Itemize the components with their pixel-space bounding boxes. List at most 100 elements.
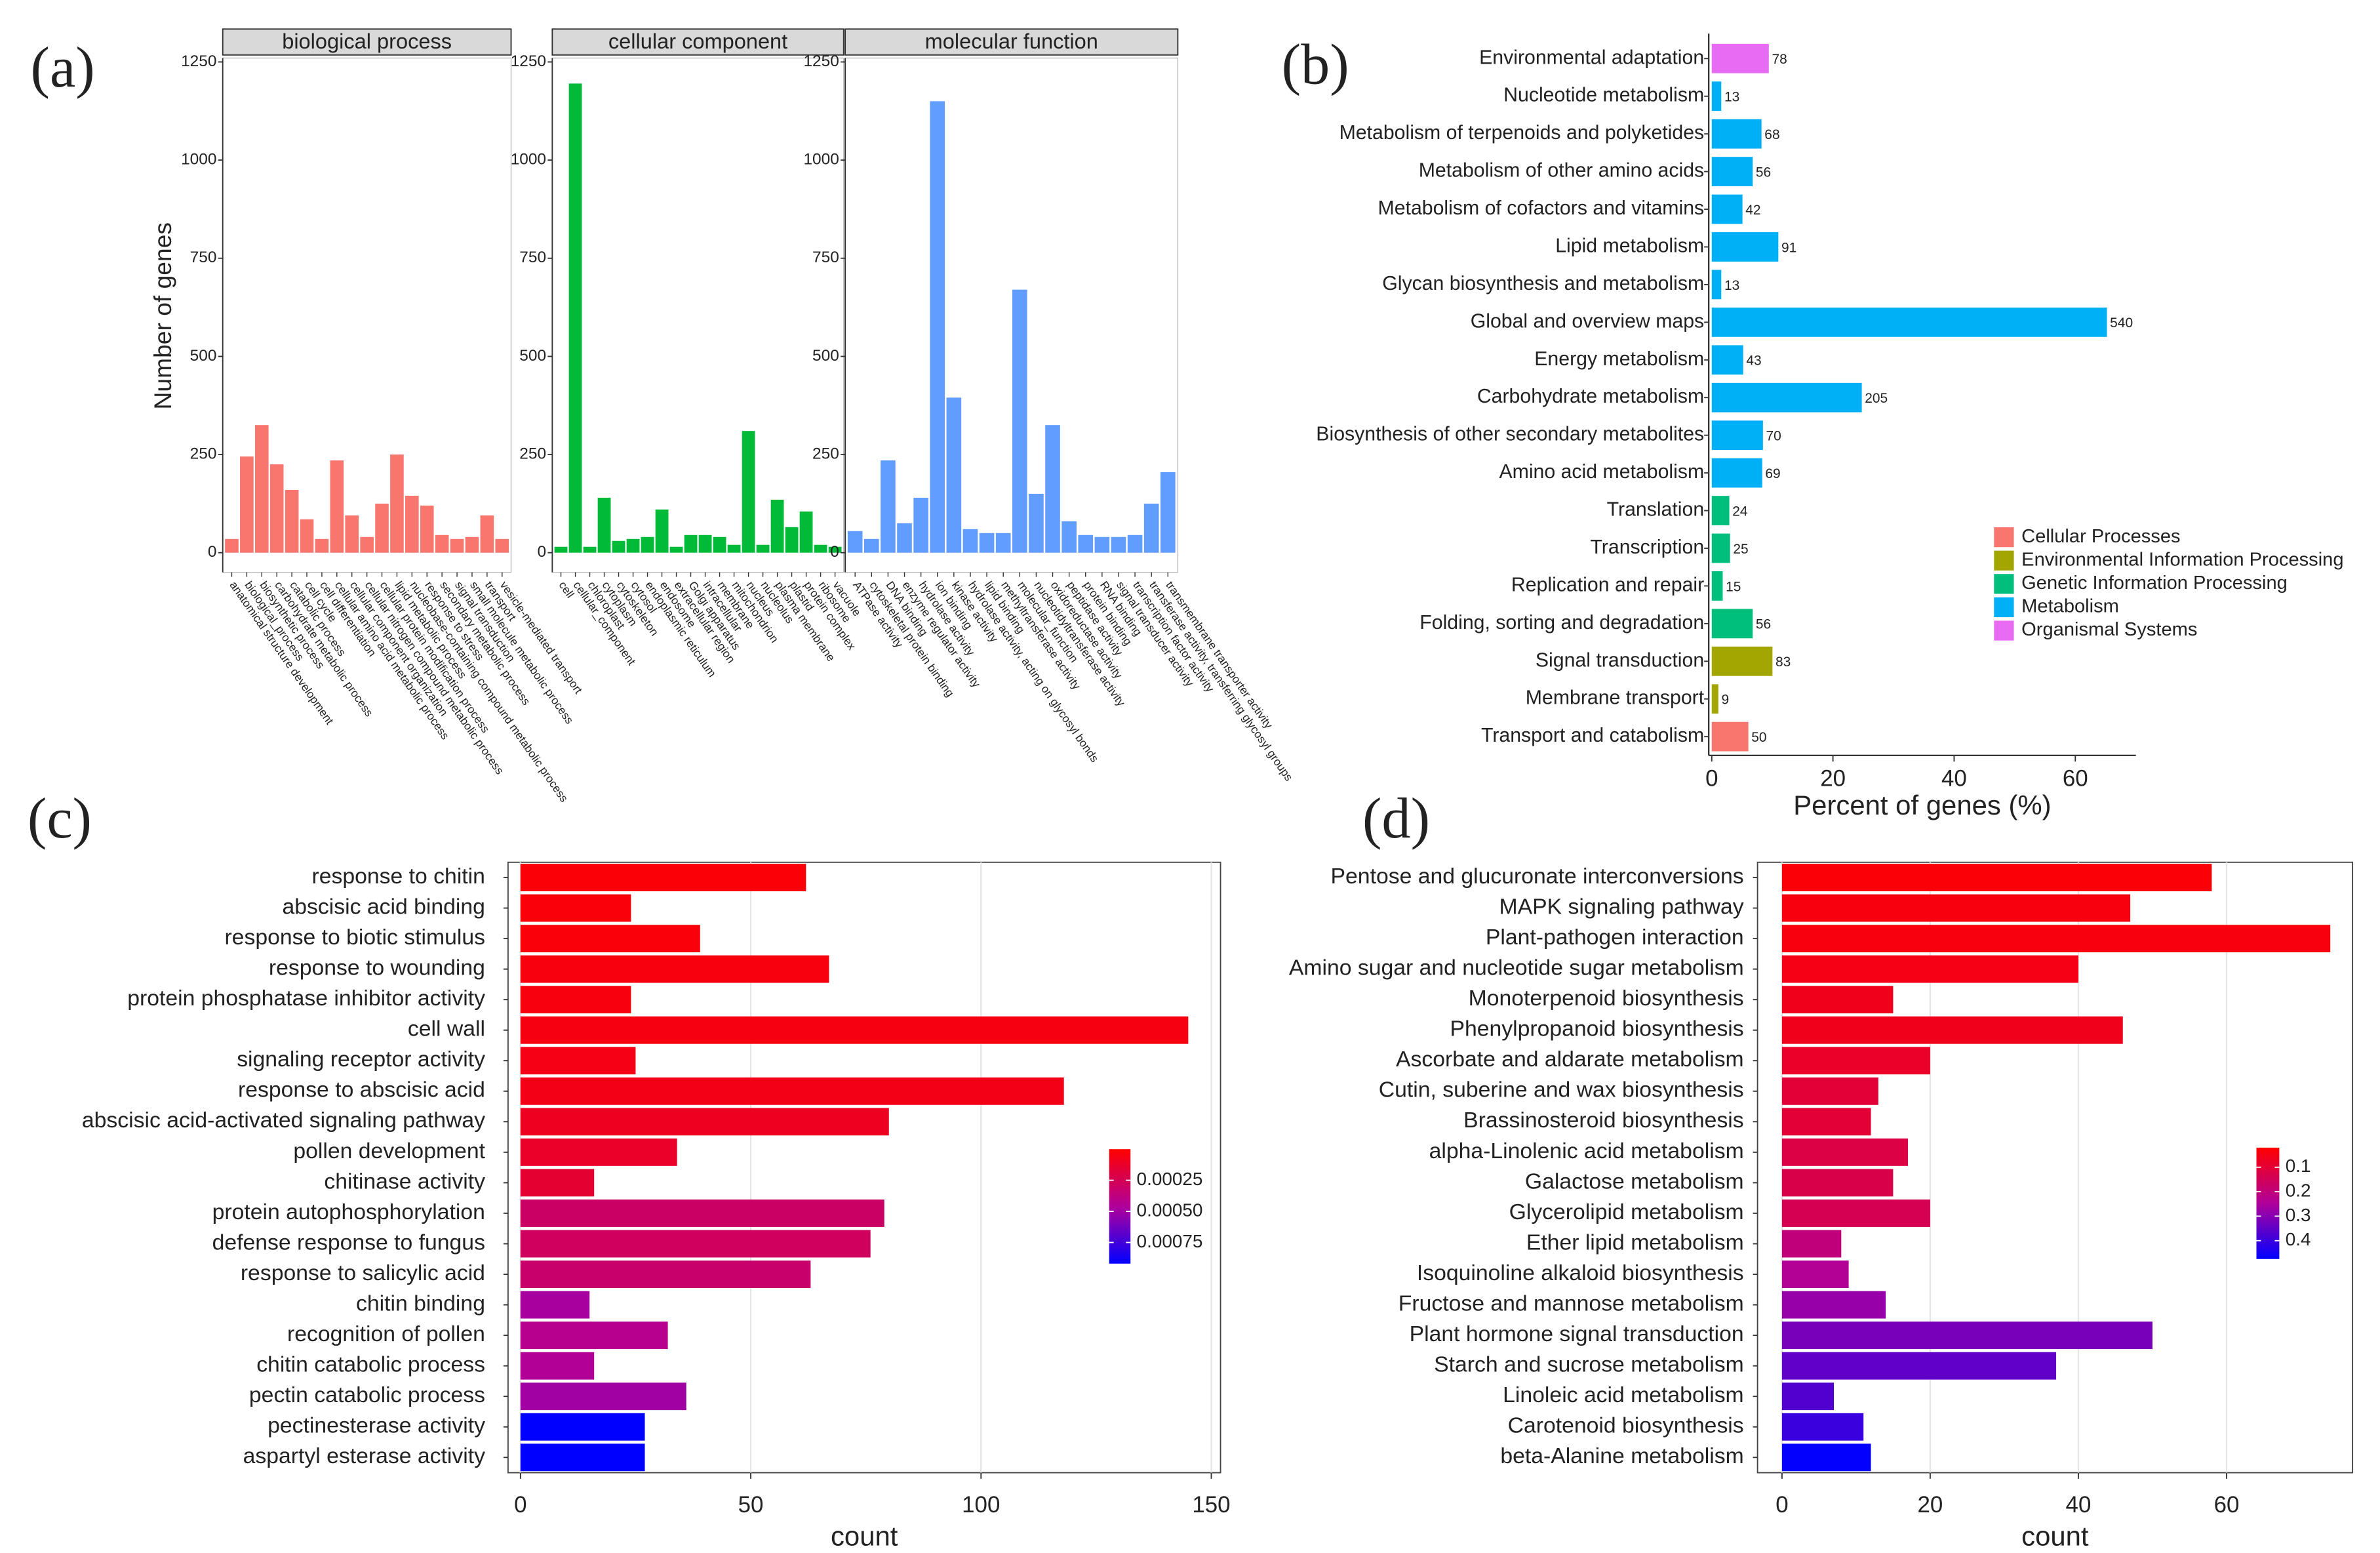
bar: [520, 1443, 645, 1472]
bar: [1781, 1016, 2123, 1044]
bar: [240, 456, 254, 553]
x-tick-label: 20: [1820, 765, 1846, 791]
bar: [520, 1169, 595, 1197]
category-label: Monoterpenoid biosynthesis: [1469, 986, 1744, 1011]
y-tick-label: 750: [812, 249, 839, 266]
category-label: Carotenoid biosynthesis: [1508, 1413, 1744, 1438]
bar: [1711, 684, 1718, 714]
bar: [930, 101, 945, 553]
category-label: response to abscisic acid: [238, 1078, 485, 1102]
category-label: beta-Alanine metabolism: [1500, 1443, 1743, 1468]
bar: [1045, 425, 1060, 553]
count-label: 56: [1756, 165, 1771, 180]
bar: [330, 460, 344, 553]
bar: [1711, 119, 1762, 149]
category-label: Energy metabolism: [1534, 348, 1704, 370]
y-tick-label: 1250: [181, 52, 216, 70]
legend-swatch: [1994, 597, 2014, 618]
bar: [1711, 382, 1862, 413]
category-label: signaling receptor activity: [237, 1047, 485, 1072]
bar: [520, 925, 700, 953]
x-tick-label: 100: [962, 1492, 1000, 1518]
count-label: 24: [1732, 504, 1748, 519]
category-label: recognition of pollen: [287, 1321, 485, 1346]
colorbar-label: 0.00050: [1137, 1200, 1203, 1220]
category-label: chitin binding: [356, 1291, 485, 1316]
bar: [962, 529, 978, 553]
count-label: 205: [1865, 391, 1888, 406]
category-label: Folding, sorting and degradation: [1419, 612, 1704, 634]
category-label: Cutin, suberine and wax biosynthesis: [1379, 1078, 1744, 1102]
count-label: 43: [1746, 353, 1761, 369]
category-label: chitin catabolic process: [256, 1352, 485, 1377]
bar: [1781, 1443, 1871, 1472]
bar: [225, 538, 239, 553]
bar: [1781, 1413, 1864, 1441]
bar: [785, 527, 799, 553]
panel-label: (c): [28, 786, 92, 851]
bar: [597, 497, 611, 553]
count-label: 13: [1724, 278, 1739, 293]
colorbar-label: 0.00025: [1137, 1169, 1203, 1189]
bar: [756, 544, 770, 553]
x-axis-label: Percent of genes (%): [1793, 790, 2051, 820]
y-tick-label: 1000: [511, 151, 546, 169]
x-tick-label: 60: [2214, 1492, 2240, 1518]
category-label: Ether lipid metabolism: [1526, 1230, 1744, 1255]
count-label: 25: [1733, 542, 1748, 557]
bar: [847, 531, 863, 553]
x-tick-label: transferase activity, transferring glyco…: [1147, 578, 1296, 783]
x-tick-label: 50: [738, 1492, 764, 1518]
category-label: Lipid metabolism: [1555, 235, 1704, 256]
bar: [713, 536, 726, 553]
category-label: abscisic acid-activated signaling pathwa…: [82, 1108, 485, 1133]
category-label: Plant hormone signal transduction: [1410, 1321, 1744, 1346]
bar: [520, 1138, 677, 1166]
x-tick-label: 40: [2066, 1492, 2092, 1518]
bar: [520, 894, 631, 922]
bar: [520, 1321, 668, 1350]
category-label: Galactose metabolism: [1525, 1169, 1744, 1194]
bar: [1781, 1382, 1835, 1411]
count-label: 68: [1764, 127, 1779, 142]
category-label: Pentose and glucuronate interconversions: [1331, 864, 1744, 889]
y-tick-label: 1000: [181, 151, 216, 169]
bar: [450, 538, 464, 553]
category-label: Isoquinoline alkaloid biosynthesis: [1417, 1261, 1744, 1285]
bar: [1711, 157, 1753, 186]
bar: [390, 454, 404, 553]
category-label: Phenylpropanoid biosynthesis: [1450, 1017, 1743, 1041]
category-label: Glycan biosynthesis and metabolism: [1382, 273, 1704, 294]
category-label: Environmental adaptation: [1479, 47, 1704, 68]
bar: [1711, 194, 1743, 224]
bar: [1711, 270, 1722, 300]
bar: [641, 536, 654, 553]
bar: [520, 1352, 595, 1380]
bar: [285, 489, 299, 553]
bar: [520, 1108, 889, 1136]
facet-title: cellular component: [608, 30, 787, 53]
bar: [1781, 1261, 1849, 1288]
x-axis-label: count: [831, 1521, 898, 1552]
bar: [1711, 721, 1749, 752]
bar: [583, 546, 597, 553]
category-label: response to chitin: [312, 864, 485, 889]
facet-title: biological process: [282, 30, 452, 53]
category-label: cell wall: [408, 1017, 485, 1041]
category-label: Ascorbate and aldarate metabolism: [1396, 1047, 1744, 1072]
colorbar-label: 0.3: [2286, 1205, 2311, 1225]
y-tick-label: 750: [519, 249, 546, 266]
bar: [300, 519, 314, 553]
bar: [1160, 472, 1176, 553]
category-label: Membrane transport: [1526, 687, 1705, 709]
bar: [1711, 81, 1722, 111]
bar: [913, 497, 928, 553]
bar: [1781, 986, 1894, 1014]
bar: [1061, 521, 1077, 553]
bar: [1781, 1108, 1871, 1136]
bar: [269, 464, 284, 553]
category-label: Amino sugar and nucleotide sugar metabol…: [1289, 956, 1744, 980]
legend-label: Genetic Information Processing: [2021, 573, 2288, 594]
